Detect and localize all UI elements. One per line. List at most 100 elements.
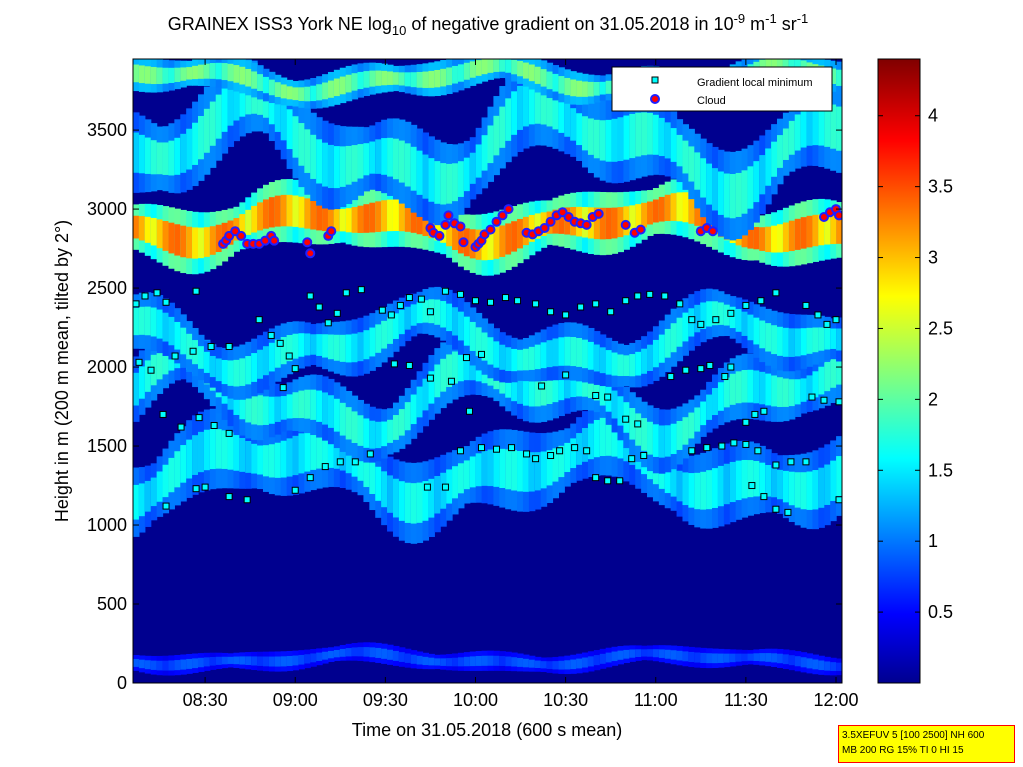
heat-cell-core	[156, 67, 164, 85]
heat-cell-core	[463, 62, 471, 80]
heat-cell-core	[652, 114, 660, 155]
gradient-minimum-point	[195, 414, 203, 422]
gradient-minimum-point	[760, 493, 768, 501]
heat-cell-core	[422, 300, 430, 323]
gradient-minimum-point	[426, 308, 434, 316]
heat-cell-core	[457, 657, 465, 667]
heat-cell-core	[162, 67, 170, 84]
heat-cell-core	[168, 67, 175, 83]
heat-cell-core	[168, 222, 175, 254]
heat-cell-core	[245, 390, 252, 423]
heat-cell-core	[505, 223, 512, 255]
gradient-minimum-point	[742, 418, 750, 426]
heat-cell-core	[706, 653, 713, 664]
heat-cell-core	[133, 64, 140, 83]
heat-cell-core	[227, 432, 235, 470]
title-unit-m: m	[745, 14, 765, 34]
heat-cell-core	[209, 226, 217, 255]
gradient-minimum-point	[291, 365, 299, 373]
heat-cell-core	[800, 217, 808, 249]
heat-cell-core	[534, 80, 542, 124]
heat-cell-core	[552, 73, 559, 92]
gradient-minimum-point	[622, 297, 630, 305]
heat-cell-core	[670, 468, 678, 497]
heat-cell-core	[197, 115, 205, 160]
heat-cell-core	[546, 85, 554, 127]
gradient-minimum-point	[255, 316, 263, 324]
heat-cell-core	[706, 163, 713, 205]
heat-cell-core	[434, 364, 441, 398]
heat-cell-core	[381, 320, 388, 349]
heat-cell-core	[658, 117, 666, 157]
heat-cell-core	[457, 463, 465, 494]
heat-cell-core	[162, 312, 170, 342]
heat-cell-core	[652, 199, 660, 223]
heat-cell-core	[357, 332, 365, 362]
heat-cell-core	[428, 70, 435, 88]
heat-cell-core	[694, 152, 701, 190]
heat-cell-core	[422, 208, 430, 237]
heat-cell-core	[280, 194, 288, 227]
heat-cell-core	[310, 85, 317, 102]
heat-cell-core	[552, 90, 559, 130]
heat-cell-core	[327, 334, 335, 360]
heat-cell-core	[452, 225, 459, 251]
heat-cell-core	[133, 215, 140, 239]
heat-cell-core	[327, 206, 335, 232]
heat-cell-core	[316, 202, 323, 231]
heat-layers	[133, 59, 842, 676]
gradient-minimum-point	[189, 347, 197, 355]
heat-cell-core	[381, 200, 388, 232]
heat-cell-core	[310, 334, 317, 355]
heat-cell-core	[676, 317, 684, 347]
gradient-minimum-point	[147, 366, 155, 374]
heat-cell-core	[452, 307, 459, 336]
heat-cell-core	[753, 460, 760, 497]
gradient-minimum-point	[487, 298, 495, 306]
gradient-minimum-point	[207, 343, 215, 351]
colorbar-tick-label: 2.5	[928, 318, 953, 338]
heat-cell-core	[233, 656, 240, 665]
heat-cell-core	[475, 144, 483, 178]
heat-cell-core	[564, 336, 571, 366]
heat-cell-core	[658, 649, 666, 658]
heat-cell-core	[735, 653, 743, 662]
cloud-point	[545, 216, 556, 227]
heat-cell-core	[410, 202, 418, 233]
cloud-point	[707, 226, 718, 237]
cloud-point	[440, 219, 451, 230]
heat-cell-core	[452, 466, 459, 499]
heat-cell-core	[664, 462, 672, 494]
heat-cell-core	[416, 150, 424, 195]
gradient-minimum-point	[141, 292, 149, 300]
heat-cell-core	[617, 354, 624, 377]
heat-cell-core	[227, 360, 235, 386]
heat-cell-core	[387, 317, 394, 344]
heat-cell-core	[144, 660, 152, 670]
x-tick-label: 09:00	[273, 690, 318, 710]
heat-cell-core	[292, 435, 300, 476]
heat-cell-core	[564, 101, 571, 137]
heat-cell-core	[830, 357, 837, 388]
heat-cell-core	[771, 467, 778, 498]
heat-cell-core	[635, 112, 642, 157]
heat-cell-core	[192, 227, 199, 259]
heat-cell-core	[363, 71, 370, 88]
gradient-minimum-point	[757, 297, 765, 305]
heat-cell-core	[771, 653, 778, 663]
gradient-minimum-point	[823, 320, 831, 328]
heat-cell-core	[316, 390, 323, 422]
heat-cell-core	[753, 370, 760, 404]
x-tick-label: 08:30	[183, 690, 228, 710]
heat-cell-core	[339, 402, 347, 436]
heat-cell-core	[446, 303, 453, 332]
heat-cell-core	[274, 396, 282, 422]
heat-cell-core	[546, 661, 554, 669]
heat-cell-core	[794, 114, 802, 151]
heat-cell-core	[197, 64, 205, 79]
heat-cell-core	[410, 72, 418, 88]
heat-cell-core	[452, 657, 459, 667]
heat-cell-core	[162, 346, 170, 375]
heat-cell-core	[351, 73, 359, 91]
heat-cell-core	[310, 134, 317, 179]
